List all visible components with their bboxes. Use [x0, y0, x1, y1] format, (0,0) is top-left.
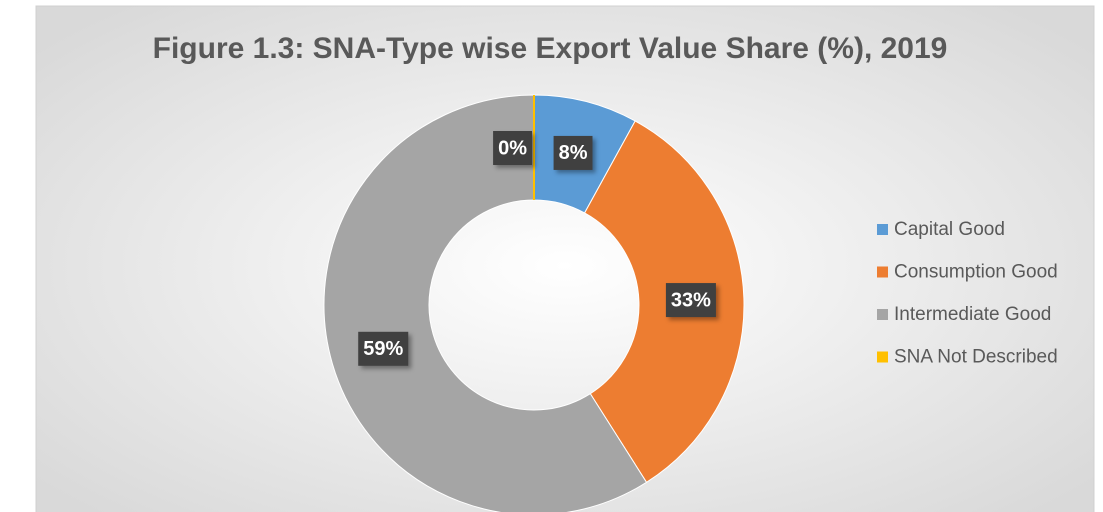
chart-title: Figure 1.3: SNA-Type wise Export Value S…: [153, 32, 948, 65]
data-label-text: 0%: [498, 137, 527, 159]
data-label-box: [665, 283, 716, 318]
data-label-text: 33%: [671, 289, 711, 311]
data-label-box: [493, 131, 532, 165]
data-label: 0%: [493, 131, 532, 165]
data-label-box: [553, 135, 593, 170]
data-label-text: 59%: [363, 338, 403, 360]
legend-swatch: [877, 224, 888, 235]
legend-swatch: [877, 309, 888, 320]
data-label-text: 8%: [559, 142, 588, 164]
donut-slice: [323, 94, 648, 512]
legend-label: SNA Not Described: [894, 347, 1058, 368]
data-label: 59%: [358, 331, 409, 366]
data-label: 8%: [553, 135, 593, 170]
legend-label: Intermediate Good: [894, 304, 1051, 325]
data-label-box: [358, 331, 409, 366]
legend-label: Consumption Good: [894, 262, 1058, 283]
data-label: 33%: [665, 283, 716, 318]
legend-label: Capital Good: [894, 219, 1005, 240]
legend-swatch: [877, 351, 888, 363]
legend-swatch: [877, 266, 888, 278]
donut-slice: [583, 120, 745, 483]
